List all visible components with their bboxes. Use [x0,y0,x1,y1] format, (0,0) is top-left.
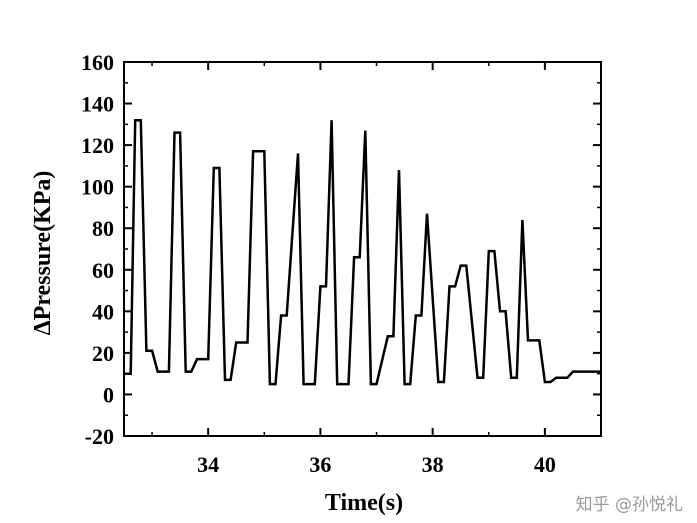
y-tick-label: -20 [85,424,114,449]
watermark-text: 知乎 @孙悦礼 [576,495,683,515]
x-tick-label: 38 [422,452,444,477]
y-tick-label: 20 [92,341,114,366]
plot-area: -20 0 20 40 60 80 100 120 140 160 34 36 38 40 [81,50,602,477]
x-tick-label: 34 [197,452,219,477]
y-tick-label: 120 [81,133,114,158]
y-tick-label: 0 [103,382,114,407]
y-tick-label: 60 [92,258,114,283]
y-tick-label: 80 [92,216,114,241]
x-tick-label: 36 [309,452,331,477]
y-tick-label: 100 [81,175,114,200]
plot-frame [123,61,602,437]
y-tick-label: 40 [92,299,114,324]
x-axis-title: Time(s) [325,490,403,516]
x-tick-label: 40 [534,452,556,477]
pressure-series-line [124,118,601,386]
y-tick-label: 160 [81,50,114,75]
y-axis-title: ΔPressure(KPa) [30,171,56,336]
y-tick-label: 140 [81,92,114,117]
